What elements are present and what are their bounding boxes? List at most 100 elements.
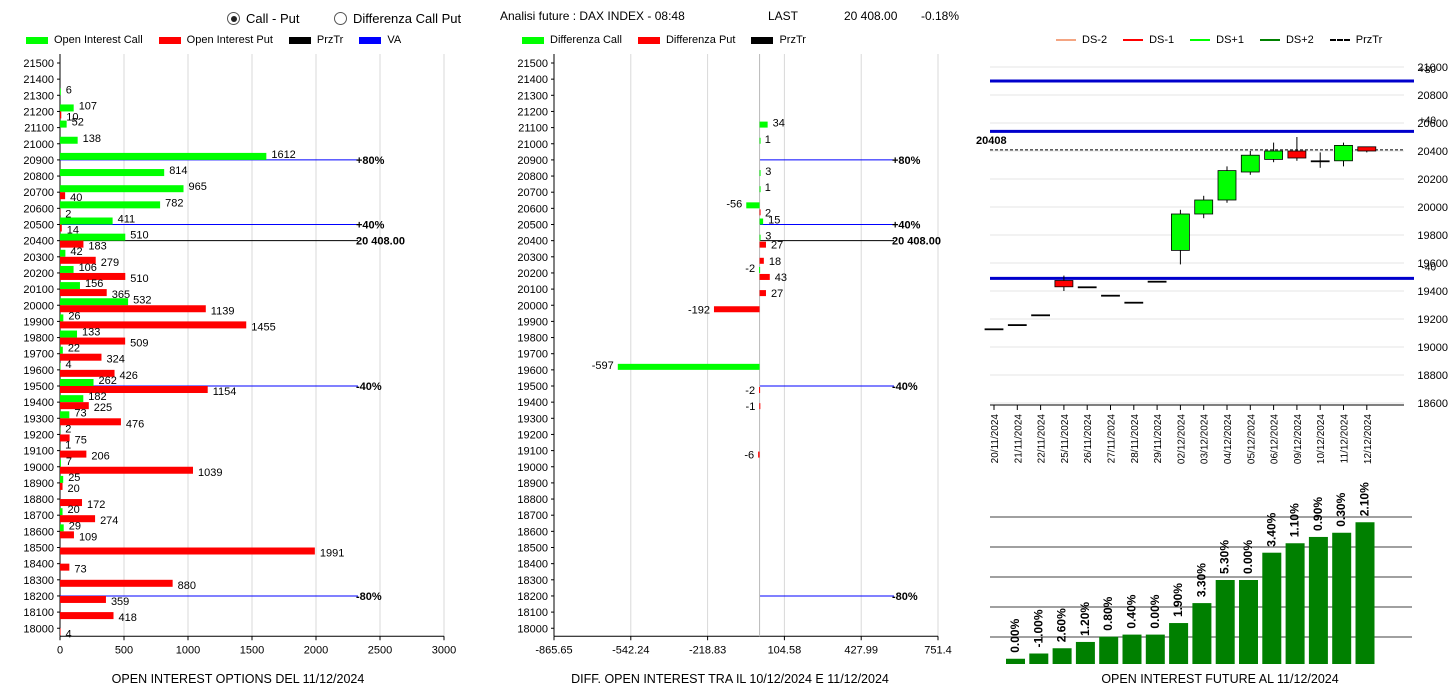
diff-data-label: 27 <box>771 288 783 300</box>
y-tick-label: 20800 <box>1417 90 1448 102</box>
legend-swatch <box>751 36 774 44</box>
y-tick-label: 18600 <box>23 526 54 538</box>
radio-call-put[interactable]: Call - Put <box>227 11 299 26</box>
y-tick-label: 18000 <box>517 623 548 635</box>
y-tick-label: 19800 <box>23 333 54 345</box>
put-data-label: 1139 <box>211 305 235 317</box>
put-data-label: 1039 <box>198 467 222 479</box>
put-data-label: 274 <box>100 515 118 527</box>
diff-put-bar <box>759 273 770 280</box>
y-tick-label: 19600 <box>23 365 54 377</box>
diff-call-bar <box>759 266 761 273</box>
diff-call-bar <box>759 170 761 177</box>
future-bar-label: 5.30% <box>1218 540 1232 574</box>
call-bar <box>60 233 126 241</box>
y-tick-label: 18900 <box>23 478 54 490</box>
put-bar <box>60 547 315 555</box>
y-tick-label: 19300 <box>517 413 548 425</box>
y-tick-label: 18300 <box>517 575 548 587</box>
call-data-label: 26 <box>68 310 80 322</box>
diff-data-label: -597 <box>592 360 614 372</box>
x-tick-label: 06/12/2024 <box>1270 414 1281 464</box>
y-tick-label: 19300 <box>23 413 54 425</box>
radio-call-put-label: Call - Put <box>246 11 300 26</box>
y-tick-label: 18800 <box>517 494 548 506</box>
put-data-label: 14 <box>67 225 79 237</box>
call-bar <box>60 265 74 273</box>
x-tick-label: 03/12/2024 <box>1200 414 1211 464</box>
future-bar-label: 0.40% <box>1125 594 1139 628</box>
put-bar <box>60 240 84 248</box>
reference-line-label: -40% <box>356 381 382 393</box>
y-tick-label: 20200 <box>1417 174 1448 186</box>
diff-data-label: 3 <box>765 231 771 243</box>
y-tick-label: 19000 <box>517 462 548 474</box>
call-data-label: 782 <box>165 197 183 209</box>
call-bar <box>60 136 78 144</box>
y-tick-label: 20900 <box>517 155 548 167</box>
y-tick-label: 18500 <box>23 543 54 555</box>
last-label: LAST <box>768 9 799 23</box>
put-data-label: 20 <box>68 483 80 495</box>
x-tick-label: 11/12/2024 <box>1340 414 1351 464</box>
radio-differenza[interactable]: Differenza Call Put <box>334 11 461 26</box>
call-bar <box>60 185 184 193</box>
legend-swatch <box>522 36 544 44</box>
y-tick-label: 20800 <box>23 171 54 183</box>
future-bar-label: 0.00% <box>1008 618 1022 652</box>
x-tick-label: 1000 <box>176 644 200 656</box>
call-bar <box>60 379 94 386</box>
put-data-label: 4 <box>66 628 72 640</box>
future-bar <box>1075 641 1095 664</box>
diff-put-bar <box>759 257 764 264</box>
y-tick-label: 20800 <box>517 171 548 183</box>
future-bar-label: 0.00% <box>1241 540 1255 574</box>
put-data-label: 279 <box>101 257 119 269</box>
put-data-label: 73 <box>74 564 86 576</box>
call-data-label: 25 <box>68 472 80 484</box>
chart-title-left: OPEN INTEREST OPTIONS DEL 11/12/2024 <box>111 672 365 686</box>
candle-body <box>1054 280 1074 288</box>
chart-title-middle: DIFF. OPEN INTEREST TRA IL 10/12/2024 E … <box>571 672 889 686</box>
diff-data-label: -192 <box>688 304 710 316</box>
y-tick-label: 20700 <box>23 187 54 199</box>
y-tick-label: 19000 <box>23 462 54 474</box>
y-tick-label: 21100 <box>24 123 54 135</box>
future-bar <box>1169 623 1189 664</box>
x-tick-label: 28/11/2024 <box>1130 414 1141 464</box>
put-data-label: 880 <box>178 580 196 592</box>
legend-swatch <box>288 36 311 44</box>
put-bar <box>60 337 126 345</box>
legend-swatch <box>1190 39 1211 41</box>
future-bar <box>1052 648 1072 664</box>
diff-open-interest-chart: -865.65 -542.24 -218.83 104.58 427.99 751.421… <box>517 54 952 656</box>
put-bar <box>60 256 96 264</box>
call-bar <box>60 508 63 516</box>
put-bar <box>60 612 114 620</box>
put-bar <box>60 386 208 393</box>
legend-item: DS-1 <box>1123 34 1174 46</box>
y-tick-label: 18500 <box>517 543 548 555</box>
diff-call-bar <box>759 186 761 193</box>
put-data-label: 75 <box>75 434 87 446</box>
put-data-label: 2 <box>65 208 71 220</box>
put-bar <box>60 369 115 377</box>
legend-label: PrzTr <box>316 34 344 46</box>
y-tick-label: 20500 <box>23 220 54 232</box>
put-bar <box>60 482 63 490</box>
call-data-label: 814 <box>169 165 187 177</box>
future-bar-label: 0.30% <box>1334 492 1348 526</box>
future-bar <box>1099 636 1119 664</box>
future-bar <box>1215 580 1235 664</box>
candle-body <box>1170 213 1190 251</box>
y-tick-label: 21500 <box>23 58 54 70</box>
diff-data-label: 27 <box>771 240 783 252</box>
put-data-label: 1991 <box>320 548 344 560</box>
call-data-label: 2 <box>65 423 71 435</box>
call-bar <box>60 120 67 128</box>
x-tick-label: -218.83 <box>689 644 726 656</box>
call-bar <box>60 298 129 306</box>
x-tick-label: 29/11/2024 <box>1153 414 1164 464</box>
future-bar-label: 1.20% <box>1078 602 1092 636</box>
y-tick-label: 19000 <box>1417 342 1448 354</box>
